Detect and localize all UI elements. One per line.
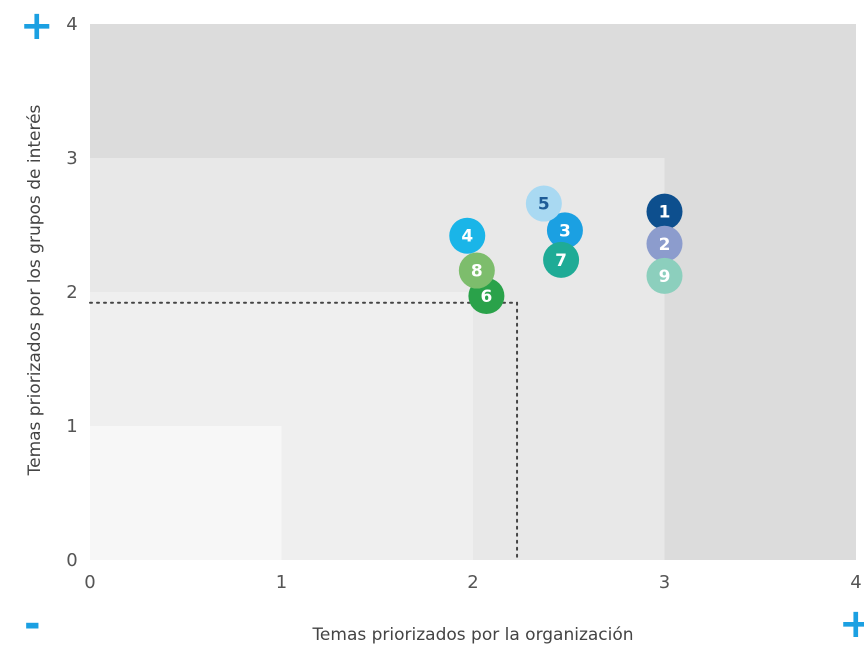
- data-point-9: 9: [646, 257, 683, 294]
- data-point-label: 6: [480, 287, 492, 307]
- data-point-marker: [646, 257, 683, 294]
- data-point-marker: [458, 252, 495, 289]
- data-point-marker: [543, 241, 580, 278]
- x-tick-label: 1: [276, 572, 287, 593]
- data-point-label: 9: [659, 267, 671, 287]
- data-point-label: 2: [659, 235, 671, 255]
- y-axis-ticks: 0 1 2 3 4: [66, 14, 77, 571]
- data-point-8: 8: [458, 252, 495, 289]
- data-point-marker: [546, 212, 583, 249]
- x-axis-ticks: 0 1 2 3 4: [84, 572, 861, 593]
- y-tick-label: 2: [66, 282, 77, 303]
- data-point-5: 5: [525, 185, 562, 222]
- x-axis-title: Temas priorizados por la organización: [311, 625, 633, 645]
- data-point-4: 4: [449, 217, 486, 254]
- data-point-1: 1: [646, 193, 683, 230]
- data-point-label: 8: [471, 262, 483, 282]
- x-tick-label: 0: [84, 572, 95, 593]
- data-point-label: 4: [461, 227, 473, 247]
- x-tick-label: 2: [467, 572, 478, 593]
- y-tick-label: 1: [66, 416, 77, 437]
- data-point-7: 7: [543, 241, 580, 278]
- data-point-label: 3: [559, 221, 571, 241]
- data-point-marker: [525, 185, 562, 222]
- data-point-marker: [646, 193, 683, 230]
- data-point-marker: [646, 225, 683, 262]
- data-points: 1 2 3 4 5 6 7 8 9: [449, 185, 683, 315]
- zone-4: [90, 426, 282, 560]
- x-axis-low-sign: -: [24, 601, 41, 647]
- data-point-marker: [449, 217, 486, 254]
- data-point-label: 1: [659, 203, 671, 223]
- data-point-2: 2: [646, 225, 683, 262]
- y-tick-label: 3: [66, 148, 77, 169]
- data-point-label: 7: [555, 251, 567, 271]
- y-tick-label: 4: [66, 14, 77, 35]
- y-axis-title: Temas priorizados por los grupos de inte…: [25, 104, 45, 476]
- x-tick-label: 4: [850, 572, 861, 593]
- x-tick-label: 3: [659, 572, 670, 593]
- x-axis-high-sign: +: [839, 601, 864, 647]
- y-tick-label: 0: [66, 550, 77, 571]
- threshold-lines: [89, 301, 519, 561]
- data-point-3: 3: [546, 212, 583, 249]
- data-point-label: 5: [538, 195, 550, 215]
- y-axis-high-sign: +: [20, 3, 54, 49]
